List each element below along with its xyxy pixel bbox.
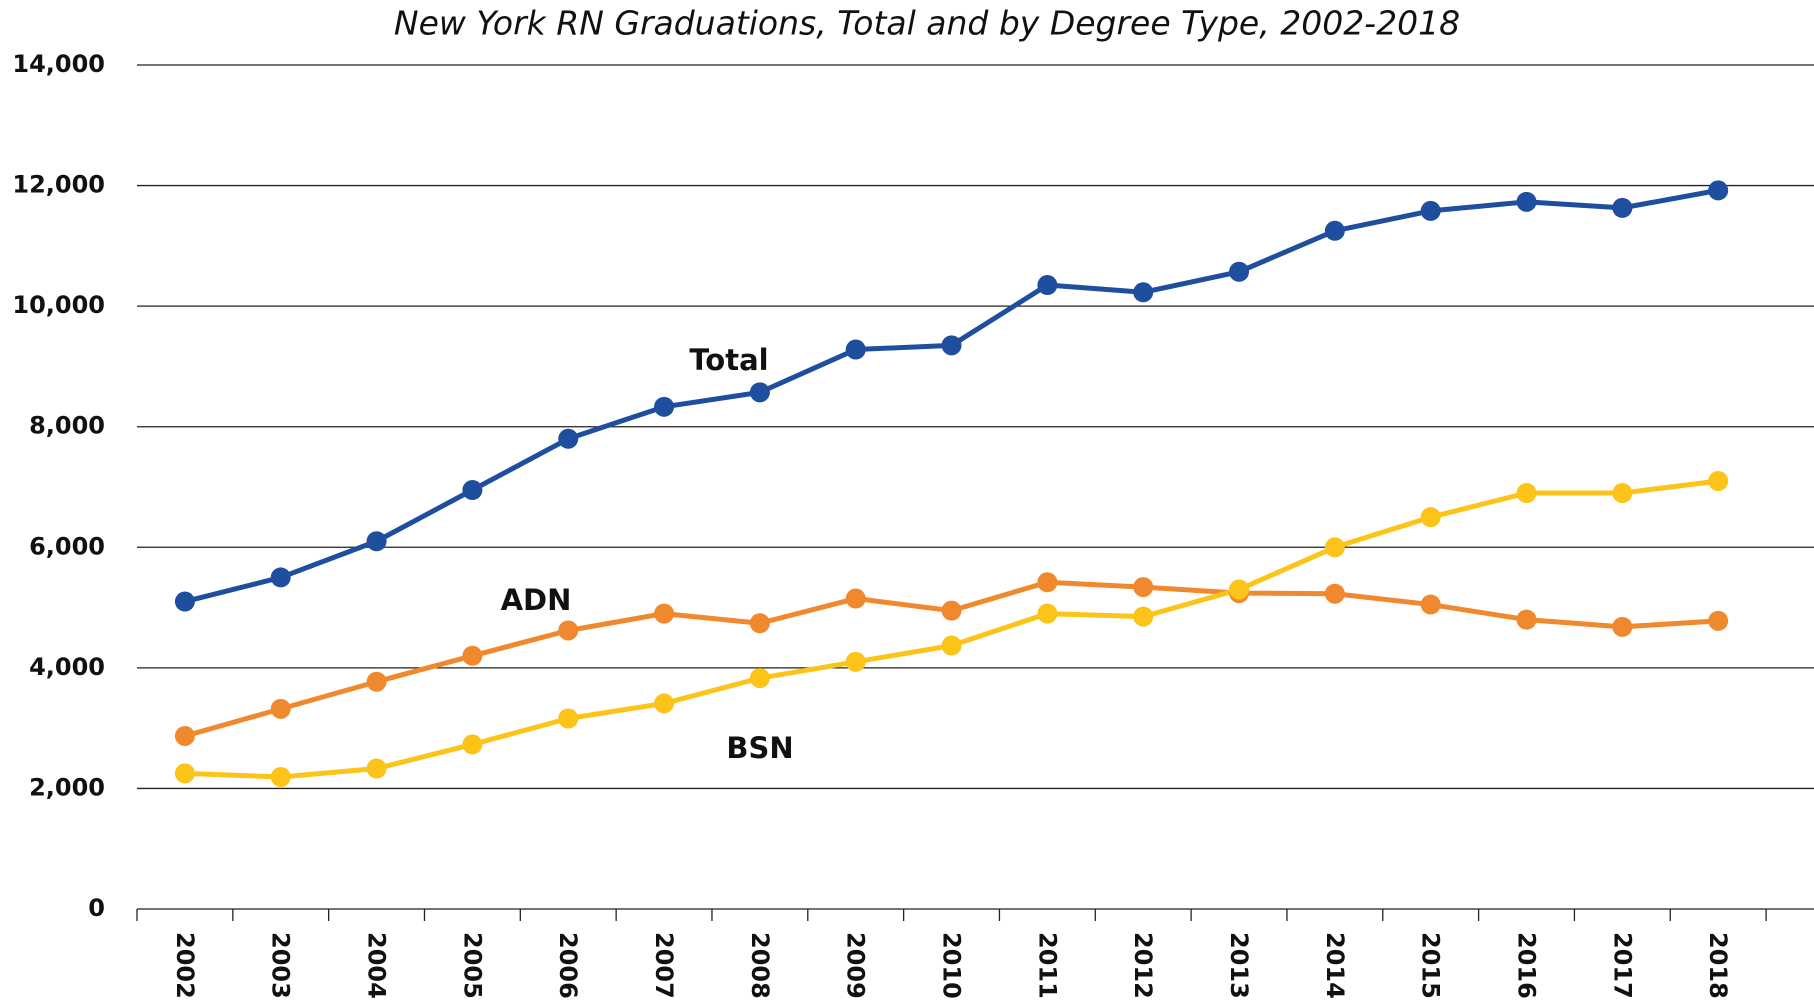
data-point [1133, 606, 1154, 627]
data-point [941, 635, 962, 656]
data-point [174, 591, 195, 612]
x-tick-label: 2014 [1321, 932, 1349, 999]
data-point [1516, 609, 1537, 630]
y-tick-label: 14,000 [12, 50, 105, 78]
x-tick-label: 2013 [1225, 932, 1253, 999]
chart-title: New York RN Graduations, Total and by De… [394, 4, 1460, 43]
data-point [1708, 470, 1729, 491]
y-tick-label: 6,000 [29, 532, 105, 560]
data-point [270, 567, 291, 588]
data-point [1420, 594, 1441, 615]
x-tick-label: 2003 [267, 932, 295, 999]
series-line [184, 187, 1719, 604]
data-point [749, 668, 770, 689]
x-tick-label: 2006 [554, 932, 582, 999]
data-point [941, 335, 962, 356]
data-point [1324, 220, 1345, 241]
y-tick-label: 12,000 [12, 171, 105, 199]
data-point [1420, 507, 1441, 528]
data-point [1229, 261, 1250, 282]
data-point [270, 698, 291, 719]
y-tick-label: 8,000 [29, 412, 105, 440]
data-point [1324, 537, 1345, 558]
x-tick-label: 2016 [1513, 932, 1541, 999]
data-point [558, 428, 579, 449]
x-tick-label: 2017 [1608, 932, 1636, 999]
data-point [1516, 191, 1537, 212]
data-point [1133, 577, 1154, 598]
x-tick-label: 2007 [650, 932, 678, 999]
x-tick-label: 2018 [1704, 932, 1732, 999]
data-point [1037, 572, 1058, 593]
data-point [654, 603, 675, 624]
data-point [1612, 197, 1633, 218]
y-tick-label: 2,000 [29, 773, 105, 801]
data-point [558, 708, 579, 729]
y-tick-label: 0 [88, 894, 105, 922]
data-point [270, 766, 291, 787]
data-point [1708, 180, 1729, 201]
x-tick-label: 2009 [842, 932, 870, 999]
data-point [1420, 200, 1441, 221]
y-tick-label: 4,000 [29, 653, 105, 681]
data-point [749, 613, 770, 634]
data-point [654, 693, 675, 714]
data-point [1133, 282, 1154, 303]
x-tick-label: 2012 [1129, 932, 1157, 999]
series-label: ADN [501, 583, 572, 617]
data-point [174, 763, 195, 784]
data-point [462, 480, 483, 501]
y-tick-label: 10,000 [12, 291, 105, 319]
data-point [462, 645, 483, 666]
data-point [1229, 579, 1250, 600]
data-point [1037, 603, 1058, 624]
series-label: Total [689, 343, 768, 377]
x-tick-label: 2015 [1417, 932, 1445, 999]
data-point [1612, 483, 1633, 504]
data-point [941, 600, 962, 621]
data-point [462, 734, 483, 755]
data-point [1037, 275, 1058, 296]
x-tick-label: 2004 [363, 932, 391, 999]
x-tick-label: 2011 [1033, 932, 1061, 999]
x-tick-label: 2010 [938, 932, 966, 999]
x-tick-label: 2005 [458, 932, 486, 999]
data-point [366, 671, 387, 692]
x-tick-label: 2008 [746, 932, 774, 999]
data-point [558, 620, 579, 641]
data-point [1324, 583, 1345, 604]
x-tick-label: 2002 [171, 932, 199, 999]
data-point [1612, 616, 1633, 637]
data-point [845, 588, 866, 609]
data-point [654, 396, 675, 417]
data-point [845, 339, 866, 360]
data-point [1516, 483, 1537, 504]
data-point [749, 382, 770, 403]
data-point [1708, 610, 1729, 631]
series-label: BSN [726, 731, 793, 765]
data-point [366, 531, 387, 552]
series-line [184, 478, 1719, 780]
data-point [174, 725, 195, 746]
data-point [845, 651, 866, 672]
data-point [366, 758, 387, 779]
